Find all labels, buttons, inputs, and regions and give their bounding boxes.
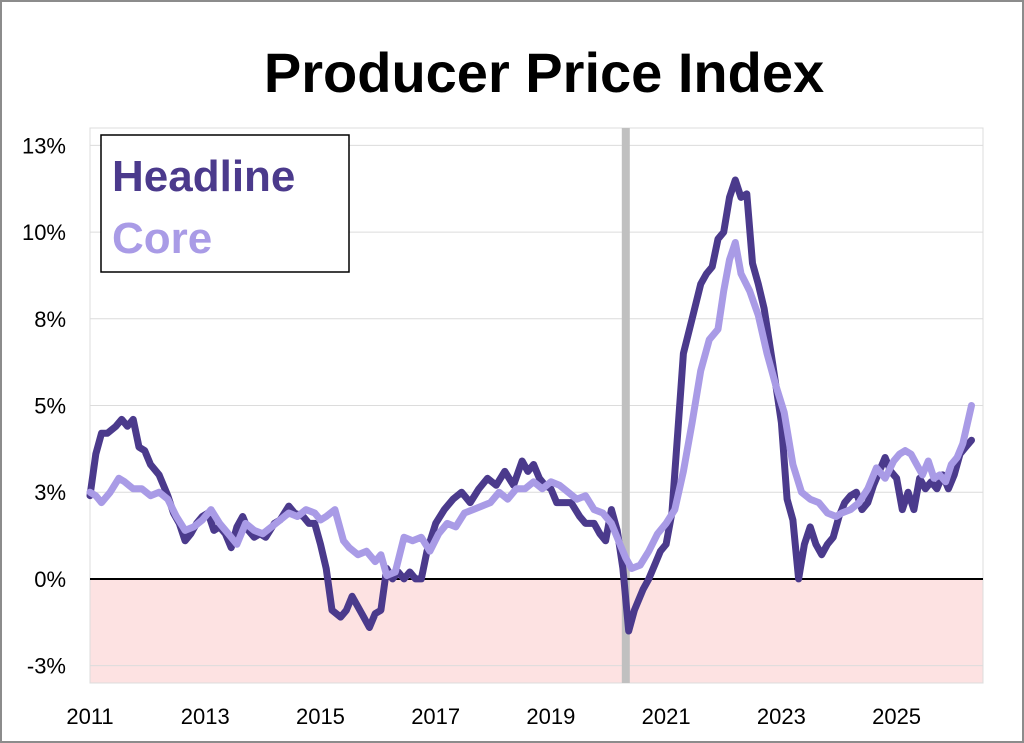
y-tick-label: 8% [34,307,66,332]
chart-title: Producer Price Index [264,41,824,104]
legend-label-core: Core [112,214,212,263]
y-tick-label: 0% [34,567,66,592]
y-tick-label: 10% [22,220,66,245]
x-tick-label: 2023 [757,704,806,729]
negative-region [90,578,983,683]
series-lines [86,176,975,635]
x-tick-label: 2017 [411,704,460,729]
y-tick-label: -3% [27,654,66,679]
x-tick-label: 2025 [872,704,921,729]
series-line-core [86,239,975,579]
legend: Headline Core [100,134,350,273]
x-tick-label: 2013 [181,704,230,729]
x-tick-label: 2021 [642,704,691,729]
x-axis-tick-labels: 2011 2013 2015 2017 2019 2021 2023 2025 [66,704,921,729]
y-axis-tick-labels: 13% 10% 8% 5% 3% 0% -3% [22,133,66,678]
x-tick-label: 2011 [66,704,113,729]
recession-band [621,128,630,683]
x-tick-label: 2015 [296,704,345,729]
legend-box [100,134,350,273]
legend-label-headline: Headline [112,152,295,201]
y-tick-label: 3% [34,480,66,505]
plot-area-border [89,127,984,684]
x-tick-label: 2019 [526,704,575,729]
y-tick-label: 13% [22,133,66,158]
y-tick-label: 5% [34,394,66,419]
